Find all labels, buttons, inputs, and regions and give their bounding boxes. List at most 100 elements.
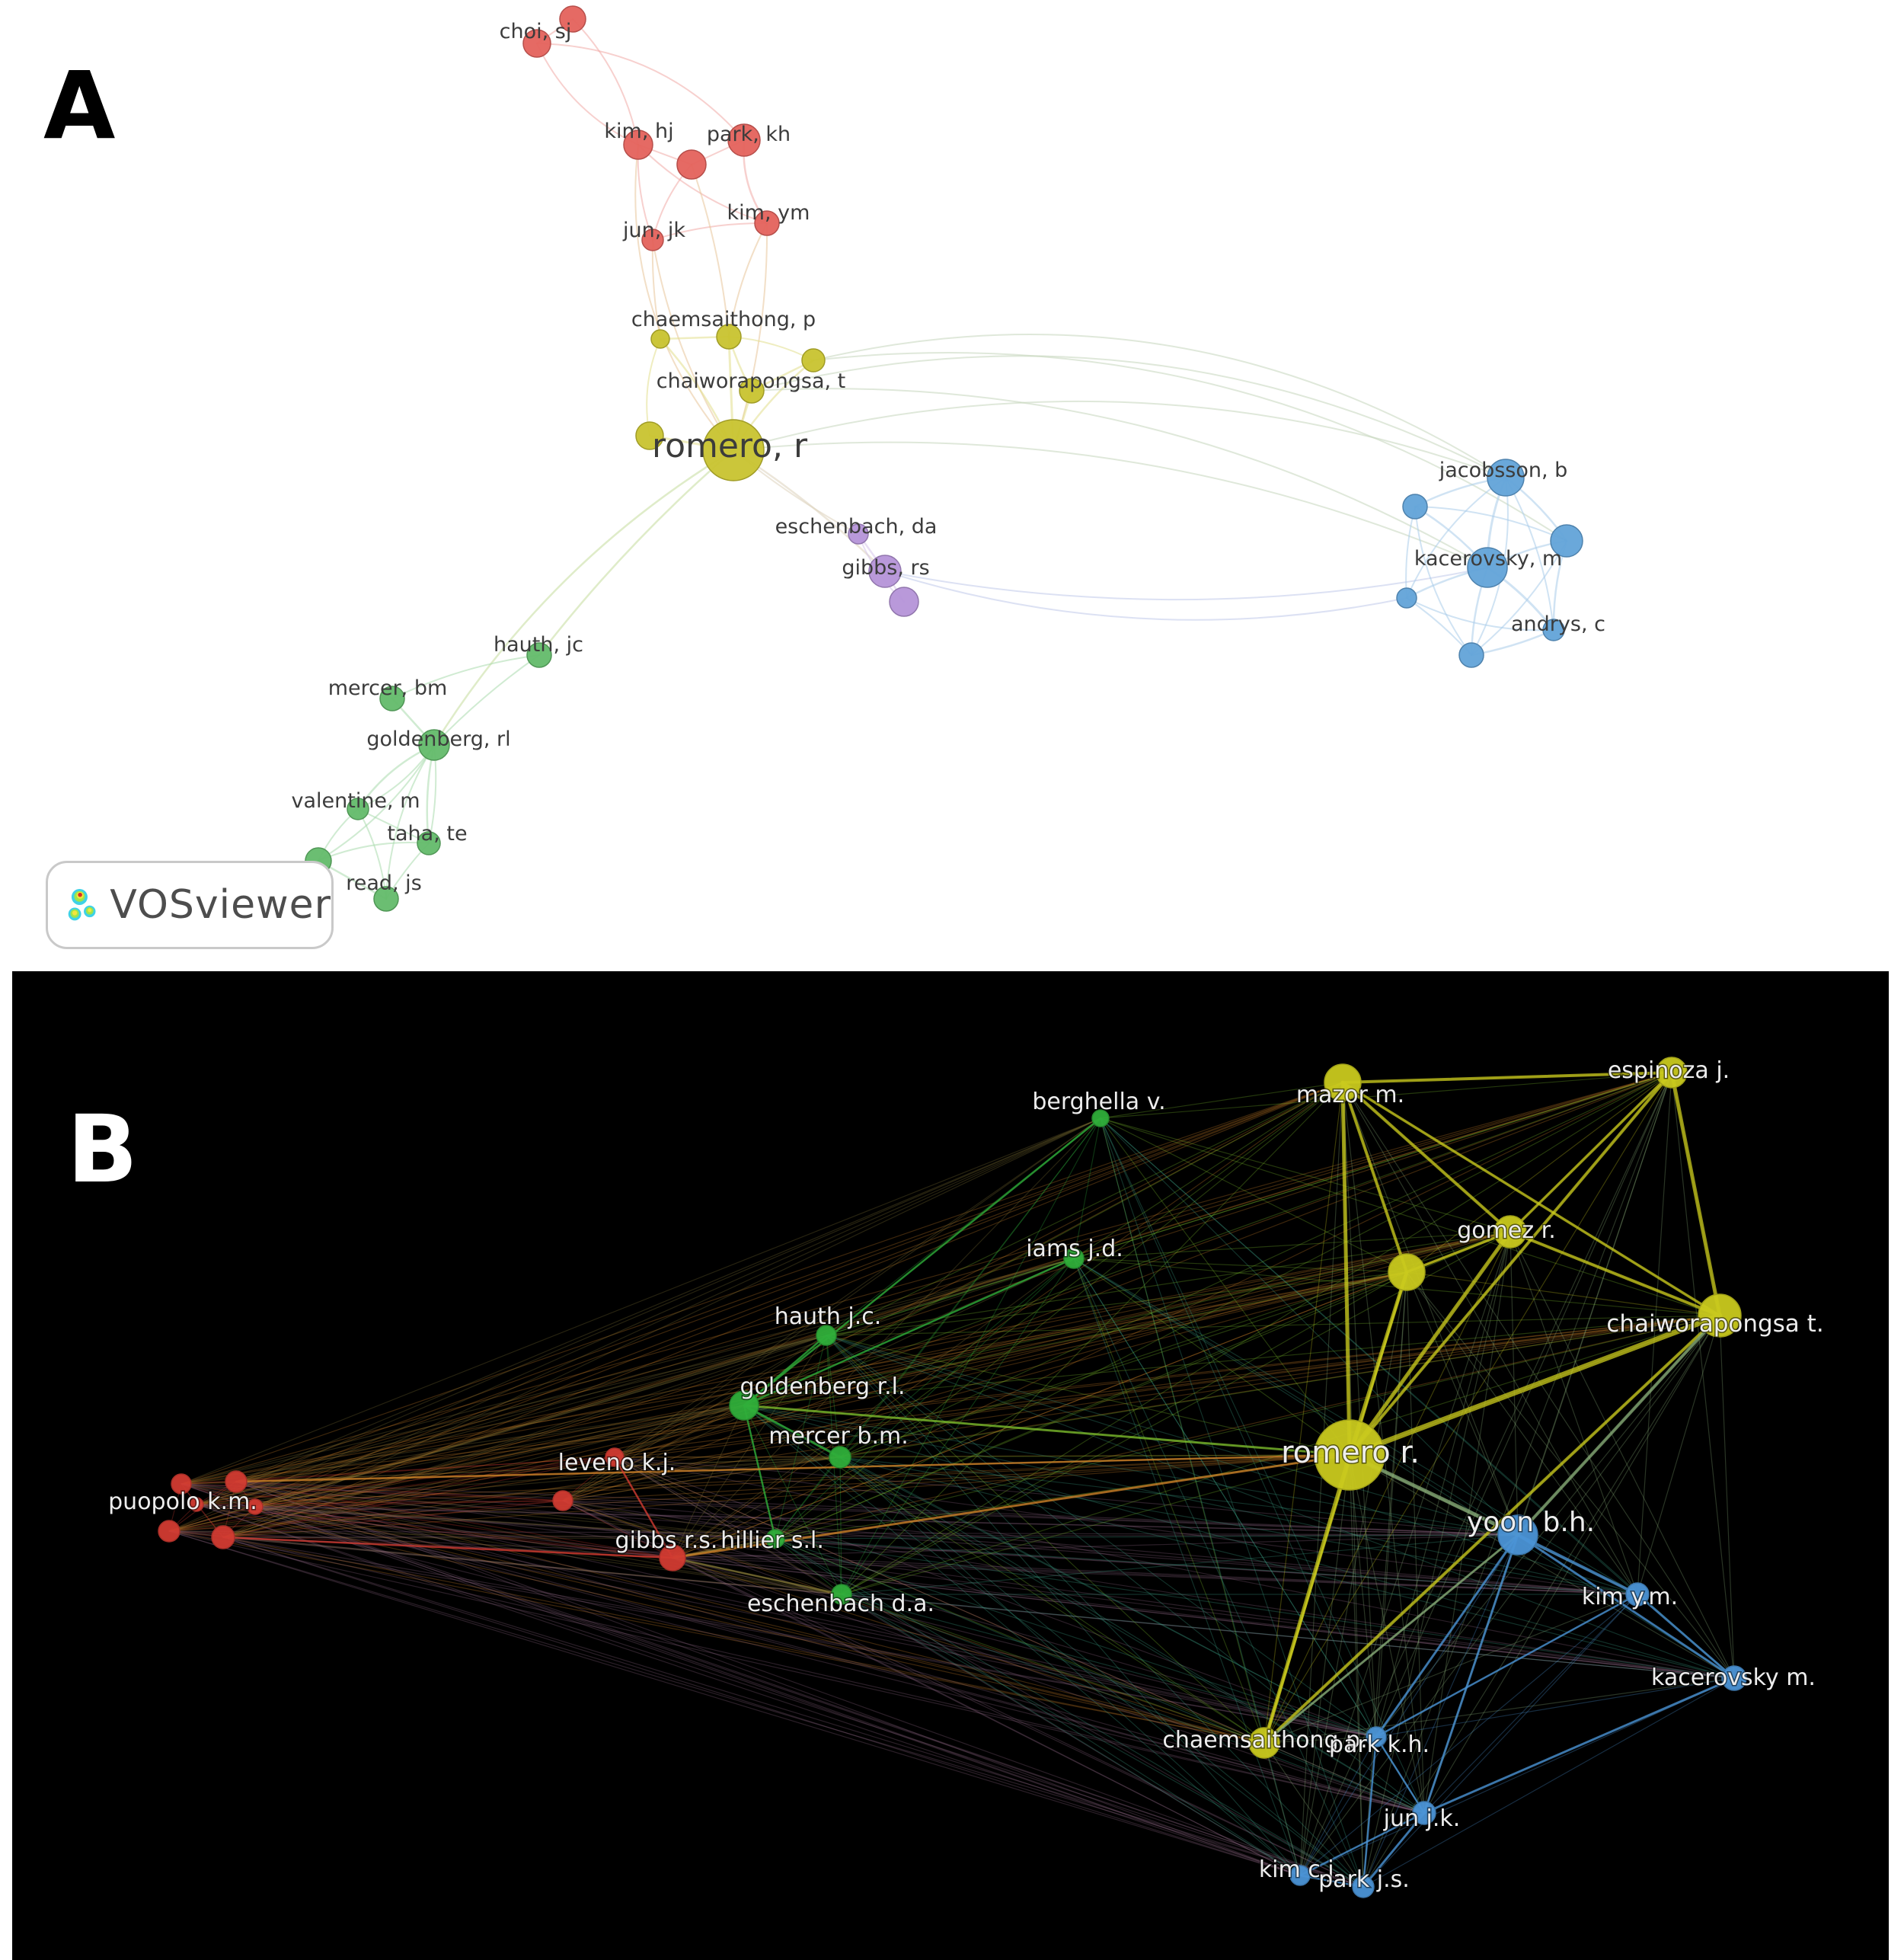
- network-node-berghella: [1091, 1109, 1110, 1127]
- link: [235, 1315, 1720, 1482]
- vosviewer-logo: VOSviewer: [46, 861, 334, 949]
- network-node-hauthA: [526, 642, 552, 668]
- link: [1100, 1117, 1519, 1536]
- link: [196, 1072, 1672, 1505]
- link: [614, 1456, 1364, 1888]
- link: [222, 1500, 564, 1538]
- link: [1349, 1454, 1364, 1888]
- link: [222, 1072, 1672, 1538]
- label-layer: puopolo k.m. leveno k.j. gibbs r.s. berghel…: [107, 1057, 1826, 1894]
- link: [813, 334, 1506, 478]
- link: [222, 1405, 745, 1538]
- link: [733, 441, 1488, 568]
- link: [826, 1335, 1364, 1888]
- link: [1471, 540, 1567, 656]
- link: [743, 1405, 1364, 1888]
- link: [614, 1456, 1735, 1679]
- link: [168, 1530, 1364, 1888]
- link: [614, 1405, 745, 1458]
- link: [1299, 1534, 1519, 1876]
- link: [180, 1405, 745, 1485]
- link: [180, 1315, 1720, 1485]
- panel-b-background: [12, 971, 1889, 1960]
- link: [743, 1405, 1265, 1744]
- link: [254, 1506, 1735, 1679]
- link: [839, 1258, 1075, 1458]
- strong-link: [1516, 1533, 1736, 1680]
- strong-link: [1347, 1313, 1723, 1458]
- link: [562, 1500, 1377, 1738]
- network-node-junjkB: [1412, 1801, 1436, 1825]
- link: [254, 1506, 1301, 1876]
- node-label-kimym: kim, ym: [727, 201, 810, 225]
- network-node-mercerB: [829, 1446, 851, 1469]
- link: [813, 352, 1567, 542]
- link: [196, 1454, 1350, 1505]
- link: [180, 1483, 1377, 1738]
- link: [254, 1506, 1377, 1738]
- link: [743, 1405, 1735, 1679]
- link: [614, 1315, 1720, 1458]
- link: [180, 1483, 1519, 1536]
- link: [391, 654, 540, 699]
- link: [1406, 1072, 1672, 1273]
- link: [841, 1072, 1672, 1595]
- link: [1299, 1594, 1638, 1876]
- link: [826, 1231, 1511, 1336]
- link: [562, 1500, 1735, 1679]
- link: [1423, 1594, 1638, 1814]
- link: [672, 1557, 1638, 1595]
- network-node-pr4: [211, 1525, 235, 1549]
- link: [841, 1315, 1720, 1595]
- link: [614, 1231, 1511, 1458]
- link: [826, 1315, 1720, 1336]
- network-node-junjk: [641, 229, 664, 251]
- link: [254, 1506, 1364, 1888]
- node-label-andrys: andrys, c: [1511, 612, 1605, 636]
- link: [168, 1530, 1735, 1679]
- network-node-goldenB: [729, 1390, 759, 1421]
- panel-a-label: A: [43, 52, 116, 160]
- node-label-romeroB: romero r.: [1281, 1435, 1420, 1470]
- link: [222, 1536, 776, 1540]
- node-label-pr4: puopolo k.m.: [108, 1488, 257, 1515]
- link: [775, 1082, 1343, 1540]
- link: [1349, 1454, 1377, 1738]
- link: [235, 1481, 1735, 1679]
- node-label-jacobsson: jacobsson, b: [1439, 459, 1568, 482]
- link: [168, 1231, 1511, 1532]
- link: [637, 144, 768, 224]
- link: [572, 18, 639, 145]
- node-label-yoon: yoon b.h.: [1467, 1507, 1595, 1538]
- link: [775, 1538, 1301, 1876]
- strong-link: [1375, 1593, 1639, 1738]
- link: [254, 1082, 1343, 1508]
- network-node-blueBL: [1396, 587, 1417, 609]
- link: [839, 1456, 1425, 1814]
- network-node-kimhj: [623, 129, 653, 160]
- link: [672, 1072, 1672, 1559]
- link: [672, 1557, 1301, 1876]
- link: [728, 222, 768, 337]
- network-node-espinoza: [1656, 1057, 1688, 1089]
- link: [1100, 1082, 1343, 1119]
- link: [1073, 1258, 1407, 1273]
- network-node-pr7: [552, 1490, 573, 1511]
- link: [235, 1335, 827, 1482]
- network-node-blueTL: [1402, 494, 1428, 520]
- link: [839, 1271, 1407, 1458]
- strong-link: [1263, 1271, 1408, 1744]
- node-label-readjs: read, js: [346, 871, 422, 895]
- link: [1299, 1736, 1377, 1876]
- strong-link: [1348, 1071, 1673, 1456]
- strong-link: [1341, 1081, 1512, 1233]
- link: [775, 1534, 1519, 1540]
- link: [562, 1117, 1101, 1501]
- link: [614, 1456, 1377, 1738]
- strong-link: [1341, 1071, 1673, 1084]
- link: [1100, 1117, 1720, 1316]
- network-node-chaemS: [650, 329, 670, 349]
- network-panel-b: puopolo k.m. leveno k.j. gibbs r.s. berghel…: [12, 971, 1889, 1960]
- link: [222, 1315, 1720, 1538]
